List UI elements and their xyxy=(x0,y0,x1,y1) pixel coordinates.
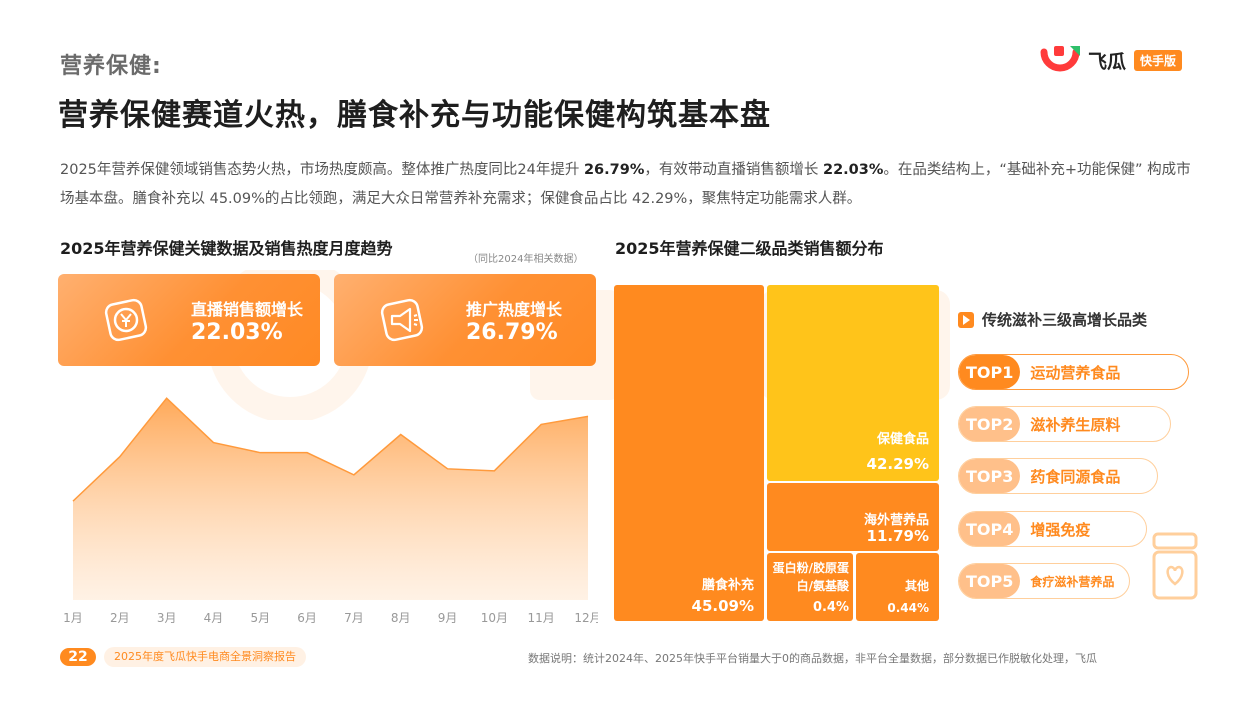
brand-logo: 飞瓜 快手版 xyxy=(1040,44,1183,76)
right-section-title: 2025年营养保健二级品类销售额分布 xyxy=(615,239,884,258)
top-name-4: 增强免疫 xyxy=(1030,520,1091,539)
megaphone-icon xyxy=(380,298,424,342)
intro-text-2: ，有效带动直播销售额增长 xyxy=(644,162,823,178)
top-rank-4: TOP4 xyxy=(959,512,1021,546)
intro-paragraph: 2025年营养保健领域销售态势火热，市场热度颇高。整体推广热度同比24年提升 2… xyxy=(60,156,1195,214)
x-tick-label: 3月 xyxy=(157,611,177,625)
top-rank-3: TOP3 xyxy=(959,459,1021,493)
x-tick-label: 6月 xyxy=(297,611,317,625)
treemap-cell-overseas: 海外营养品 11.79% xyxy=(767,483,939,551)
x-tick-label: 7月 xyxy=(344,611,364,625)
brand-logo-icon xyxy=(1040,46,1080,72)
treemap-pct-other: 0.44% xyxy=(887,601,929,615)
intro-text-3: 。在品类结构上，“基础补充+功能保健” 构成市场基本盘。膳食补充以 45.09%… xyxy=(60,162,1191,207)
treemap-pct-protein: 0.4% xyxy=(812,600,849,615)
kpi-label-promotion: 推广热度增长 xyxy=(466,300,563,319)
page-number: 22 xyxy=(60,648,96,666)
treemap-cell-health-food: 保健食品 42.29% xyxy=(767,285,939,481)
top-name-3: 药食同源食品 xyxy=(1030,467,1121,486)
treemap-cell-dietary: 膳食补充 45.09% xyxy=(614,285,764,621)
treemap-label-overseas: 海外营养品 xyxy=(863,513,929,528)
trend-line xyxy=(72,397,589,502)
top-item-2: TOP2 滋补养生原料 xyxy=(958,406,1171,442)
page-title: 营养保健赛道火热，膳食补充与功能保健构筑基本盘 xyxy=(58,98,771,133)
top-rank-1: TOP1 xyxy=(959,355,1021,389)
kpi-card-promotion: 推广热度增长 26.79% xyxy=(334,274,596,366)
monthly-trend-chart: 1月 2月 3月 4月 5月 6月 7月 8月 9月 10月 11月 12月 xyxy=(63,397,598,625)
treemap-label-dietary: 膳食补充 xyxy=(701,578,754,593)
top-list-title-text: 传统滋补三级高增长品类 xyxy=(982,311,1148,329)
intro-text-1: 2025年营养保健领域销售态势火热，市场热度颇高。整体推广热度同比24年提升 xyxy=(60,162,584,178)
play-icon xyxy=(958,311,974,328)
top-item-4: TOP4 增强免疫 xyxy=(958,511,1147,547)
kpi-label-sales: 直播销售额增长 xyxy=(191,300,304,319)
kpi-value-sales: 22.03% xyxy=(191,320,283,345)
top-list-title: 传统滋补三级高增长品类 xyxy=(958,309,1147,330)
treemap-pct-overseas: 11.79% xyxy=(866,527,929,545)
top-name-2: 滋补养生原料 xyxy=(1030,415,1121,434)
intro-value-sales: 22.03% xyxy=(822,162,884,178)
x-tick-label: 5月 xyxy=(250,611,270,625)
trend-area xyxy=(73,398,588,600)
x-tick-label: 10月 xyxy=(481,611,508,625)
x-tick-label: 1月 xyxy=(63,611,83,625)
report-name: 2025年度飞瓜快手电商全景洞察报告 xyxy=(104,647,306,667)
intro-value-promotion: 26.79% xyxy=(583,162,645,178)
top-name-5: 食疗滋补营养品 xyxy=(1030,574,1115,589)
section-label: 营养保健: xyxy=(60,54,162,79)
treemap-pct-health-food: 42.29% xyxy=(866,455,929,473)
left-section-note: （同比2024年相关数据） xyxy=(468,254,584,265)
x-tick-label: 8月 xyxy=(391,611,411,625)
x-tick-label: 2月 xyxy=(110,611,130,625)
brand-badge: 快手版 xyxy=(1134,49,1183,71)
treemap-label-protein: 蛋白粉/胶原蛋白/氨基酸 xyxy=(772,561,849,593)
treemap-label-other: 其他 xyxy=(904,579,929,593)
kpi-value-promotion: 26.79% xyxy=(466,320,558,345)
treemap-label-health-food: 保健食品 xyxy=(876,432,929,447)
x-tick-label: 11月 xyxy=(528,611,555,625)
top-rank-5: TOP5 xyxy=(959,564,1021,598)
brand-name: 飞瓜 xyxy=(1088,50,1127,73)
top-name-1: 运动营养食品 xyxy=(1030,363,1121,382)
kpi-card-sales: 直播销售额增长 22.03% xyxy=(58,274,320,366)
yuan-coin-icon xyxy=(104,298,148,342)
top-rank-2: TOP2 xyxy=(959,407,1021,441)
treemap-cell-other: 其他 0.44% xyxy=(856,553,939,621)
gift-box-icon xyxy=(1152,532,1198,600)
top-item-3: TOP3 药食同源食品 xyxy=(958,458,1158,494)
x-tick-label: 4月 xyxy=(204,611,224,625)
category-treemap: 膳食补充 45.09% 保健食品 42.29% 海外营养品 11.79% 蛋白粉… xyxy=(614,285,939,621)
data-note: 数据说明：统计2024年、2025年快手平台销量大于0的商品数据，非平台全量数据… xyxy=(528,652,1097,665)
left-section-title: 2025年营养保健关键数据及销售热度月度趋势 xyxy=(60,239,393,258)
x-tick-label: 9月 xyxy=(438,611,458,625)
top-item-5: TOP5 食疗滋补营养品 xyxy=(958,563,1130,599)
treemap-cell-protein: 蛋白粉/胶原蛋白/氨基酸 0.4% xyxy=(767,553,853,621)
x-tick-label: 12月 xyxy=(574,611,598,625)
treemap-pct-dietary: 45.09% xyxy=(691,597,754,615)
top-item-1: TOP1 运动营养食品 xyxy=(958,354,1189,390)
